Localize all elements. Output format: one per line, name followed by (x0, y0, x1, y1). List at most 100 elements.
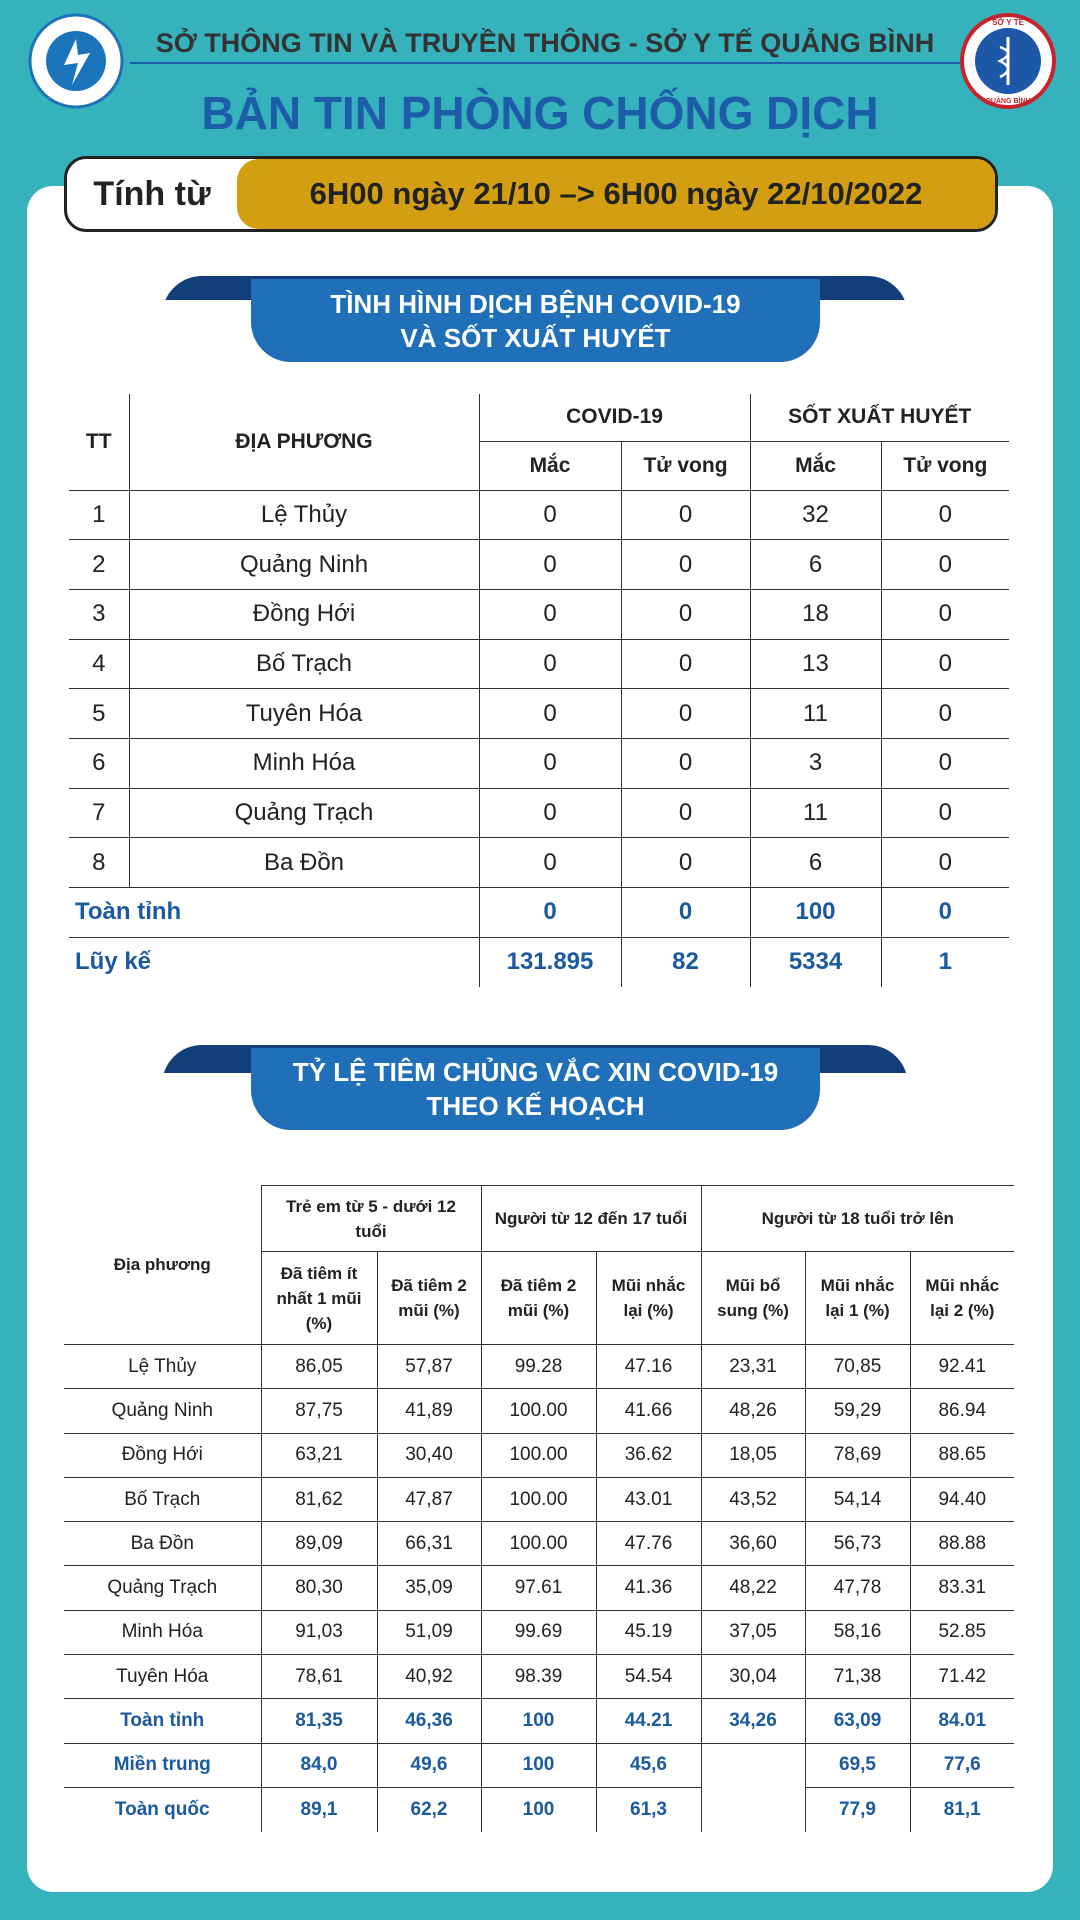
cell: 47,78 (804, 1565, 911, 1611)
cell: 81,62 (260, 1476, 378, 1523)
cell: 45.19 (595, 1609, 702, 1656)
cell: 0 (880, 539, 1010, 590)
total-row: Toàn quốc 89,1 62,2 100 61,3 77,9 81,1 (64, 1786, 1014, 1832)
total-cell: 45,6 (595, 1742, 702, 1788)
cell: 99.69 (480, 1609, 597, 1656)
cell: 0 (620, 588, 751, 640)
total-cell: 49,6 (376, 1742, 482, 1788)
cell: 11 (749, 787, 882, 839)
cell: 51,09 (376, 1609, 482, 1656)
cell: 100.00 (480, 1388, 597, 1434)
data-row: Tuyên Hóa 78,61 40,92 98.39 54.54 30,04 71,38 7… (64, 1654, 1014, 1700)
vaccine-table: Địa phương Trẻ em từ 5 - dưới 12 tuổi Ngườ… (64, 1185, 1014, 1832)
header-cell: Tử vong (620, 440, 751, 491)
data-row: Quảng Trạch 80,30 35,09 97.61 41.36 48,22 47,7… (64, 1565, 1014, 1611)
org-name: SỞ THÔNG TIN VÀ TRUYỀN THÔNG - SỞ Y TẾ Q… (155, 28, 935, 58)
cell: 0 (880, 787, 1010, 839)
total-cell: Miền trung (64, 1742, 262, 1788)
cell: 43,52 (700, 1476, 806, 1523)
total-cell: 77,9 (804, 1786, 911, 1832)
header-cell: Mắc (479, 440, 622, 491)
cell: 0 (620, 539, 751, 590)
header-cell: Địa phương (64, 1185, 262, 1345)
header-cell: Đã tiêm ít nhất 1 mũi (%) (261, 1251, 378, 1345)
period-pill: Tính từ 6H00 ngày 21/10 –> 6H00 ngày 22/… (64, 156, 998, 232)
period-label: Tính từ (93, 175, 211, 213)
cell: 58,16 (804, 1609, 911, 1656)
cell: 0 (880, 588, 1010, 640)
cell: 0 (620, 737, 751, 789)
cell: 91,03 (260, 1609, 378, 1656)
header-row: TT ĐỊA PHƯƠNG COVID-19 SỐT XUẤT HUYẾT (69, 394, 1010, 491)
header-cell: Mũi nhắc lại (%) (595, 1251, 702, 1345)
data-row: Quảng Ninh 87,75 41,89 100.00 41.66 48,26 59,2… (64, 1388, 1014, 1434)
data-row: 2 Quảng Ninh 0 0 6 0 (69, 539, 1010, 590)
cell: 35,09 (376, 1565, 482, 1611)
header-cell: SỐT XUẤT HUYẾT (749, 394, 1010, 442)
cell: 43.01 (595, 1476, 702, 1523)
total-cell: 0 (880, 887, 1010, 938)
total-cell: 69,5 (804, 1742, 911, 1788)
cell: Quảng Ninh (128, 539, 480, 590)
empty-cell (700, 1787, 806, 1832)
cell: Lệ Thủy (128, 489, 480, 541)
header-row: Đã tiêm ít nhất 1 mũi (%) Đã tiêm 2 mũi (… (64, 1251, 1014, 1345)
total-cell: Toàn quốc (64, 1786, 262, 1832)
section-title: TỶ LỆ TIÊM CHỦNG VẮC XIN COVID-19 THEO K… (251, 1048, 820, 1130)
divider (130, 62, 960, 64)
total-cell: 89,1 (260, 1786, 378, 1832)
data-row: 1 Lệ Thủy 0 0 32 0 (69, 489, 1010, 541)
cell: 59,29 (804, 1388, 911, 1434)
title-line: TÌNH HÌNH DỊCH BỆNH COVID-19 (330, 288, 741, 319)
cell: 2 (69, 539, 130, 590)
cell: Bố Trạch (64, 1476, 262, 1523)
cell: 66,31 (376, 1521, 482, 1567)
header-row: Mắc Tử vong Mắc Tử vong (69, 440, 1010, 491)
data-row: Ba Đồn 89,09 66,31 100.00 47.76 36,60 56,73 88.… (64, 1521, 1014, 1567)
cell: 97.61 (480, 1565, 597, 1611)
cell: 48,22 (700, 1565, 806, 1611)
total-cell: 100 (480, 1786, 597, 1832)
cell: 0 (478, 539, 622, 590)
data-row: 6 Minh Hóa 0 0 3 0 (69, 737, 1010, 789)
total-cell: 0 (620, 887, 751, 938)
cell: 0 (880, 688, 1010, 739)
header-cell: Mắc (749, 440, 882, 491)
cell: Quảng Ninh (64, 1388, 262, 1434)
cell: 0 (620, 688, 751, 739)
cell: 0 (478, 787, 622, 839)
cell: 0 (478, 588, 622, 640)
cell: 86.94 (909, 1388, 1014, 1434)
cell: 56,73 (804, 1521, 911, 1567)
cell: 7 (69, 787, 130, 839)
data-row: Lệ Thủy 86,05 57,87 99.28 47.16 23,31 70,85 92.… (64, 1343, 1014, 1390)
cell: 0 (478, 489, 622, 541)
cell: Tuyên Hóa (64, 1654, 262, 1700)
cell: 63,21 (260, 1432, 378, 1478)
cell: 0 (620, 489, 751, 541)
cell: 41.36 (595, 1565, 702, 1611)
cell: Đồng Hới (64, 1432, 262, 1478)
header-cell: Mũi nhắc lại 1 (%) (804, 1251, 911, 1345)
cell: Quảng Trạch (128, 787, 480, 839)
cell: 52.85 (909, 1609, 1014, 1656)
cell: 8 (69, 837, 130, 888)
total-cell: 100 (749, 887, 882, 938)
total-cell: Toàn tỉnh (64, 1698, 262, 1744)
cell: Minh Hóa (64, 1609, 262, 1656)
total-cell: 62,2 (376, 1786, 482, 1832)
cell: 36.62 (595, 1432, 702, 1478)
cell: 71.42 (909, 1654, 1014, 1700)
cell: 0 (478, 837, 622, 888)
cell: 83.31 (909, 1565, 1014, 1611)
cell: 88.65 (909, 1432, 1014, 1478)
cell: 4 (69, 638, 130, 690)
cell: 57,87 (376, 1343, 482, 1390)
total-cell: 63,09 (804, 1698, 911, 1744)
cell: 0 (880, 737, 1010, 789)
cell: Ba Đồn (64, 1521, 262, 1567)
cell: 23,31 (700, 1343, 806, 1390)
total-cell: 0 (478, 887, 622, 938)
cell: 3 (749, 737, 882, 789)
